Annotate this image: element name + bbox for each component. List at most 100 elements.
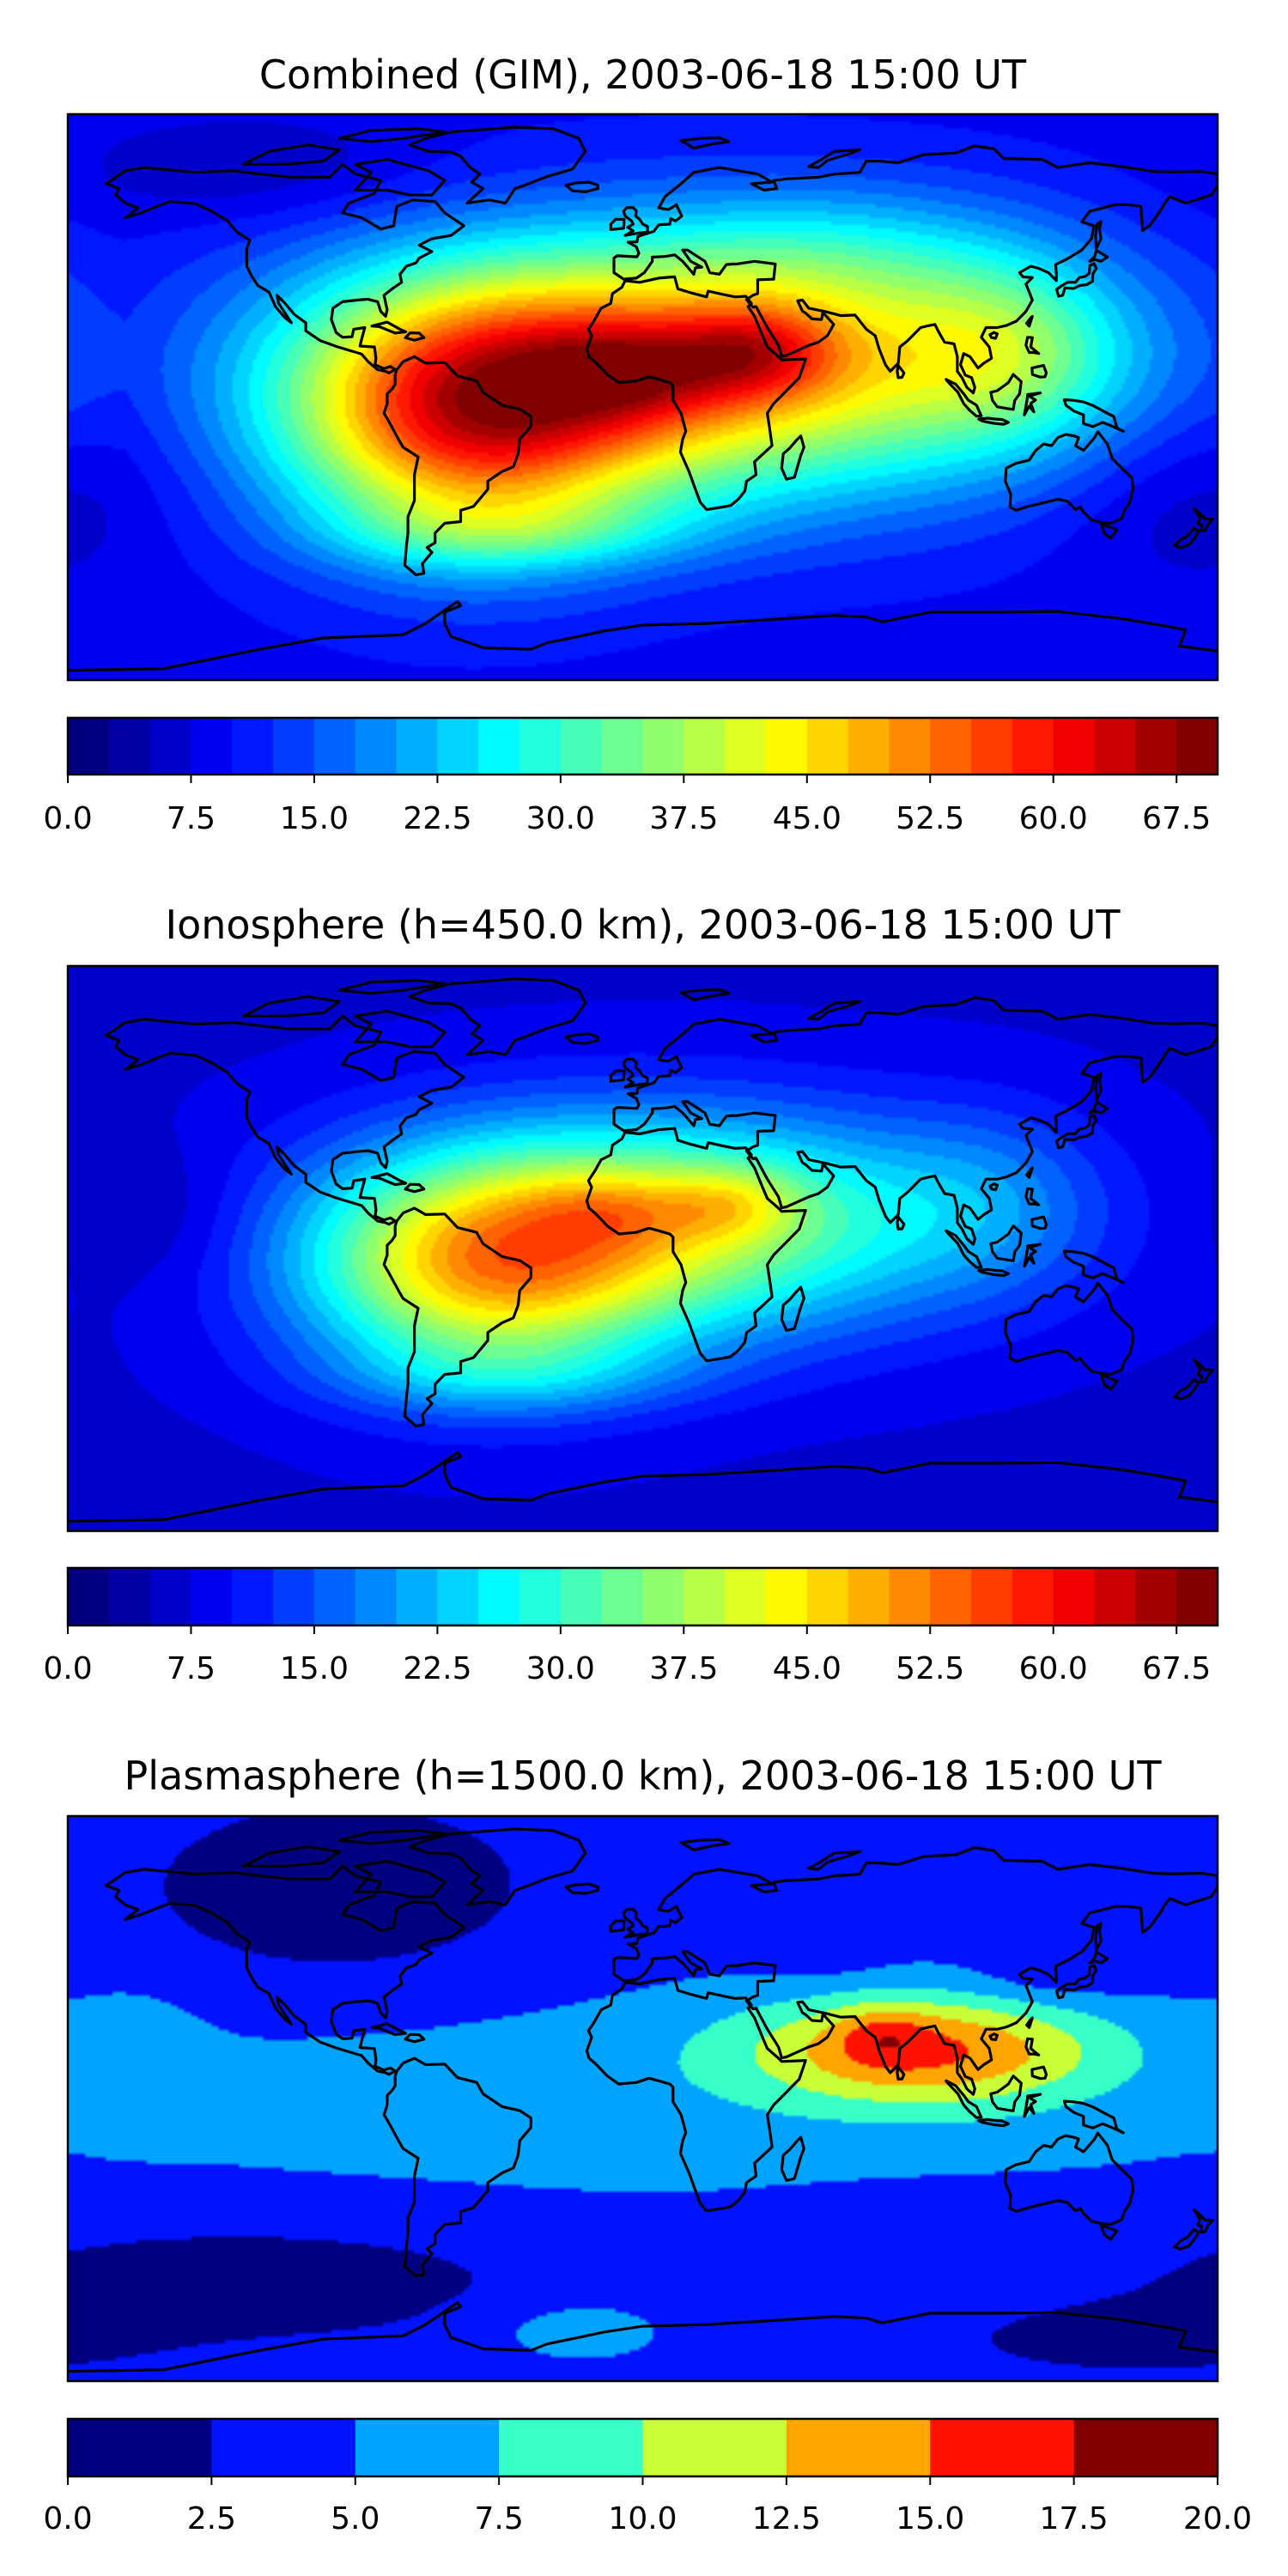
coastline [896, 2065, 906, 2081]
coastline [1099, 522, 1119, 540]
colorbar-segment [478, 1568, 520, 1625]
colorbar-tick-label: 7.5 [167, 801, 216, 836]
colorbar-segment [930, 2419, 1075, 2476]
map-frame [66, 964, 1219, 1533]
coastlines [68, 977, 1218, 1523]
coastline [1193, 2208, 1214, 2233]
coastline [612, 1846, 1218, 2096]
colorbar-segment [1053, 1568, 1096, 1625]
colorbar-segment [1012, 718, 1054, 775]
coastline [242, 143, 341, 166]
coastline [105, 162, 465, 374]
coastline [382, 1206, 532, 1428]
colorbar-segment [149, 718, 192, 775]
coastline [945, 2079, 983, 2119]
colorbar-tick-label: 45.0 [773, 801, 841, 836]
coastline [370, 320, 408, 335]
coastline [585, 275, 807, 512]
coastline [585, 1127, 807, 1363]
colorbar-tick-label: 67.5 [1142, 1651, 1211, 1686]
colorbar-segment [108, 718, 151, 775]
colorbar-segment [519, 718, 562, 775]
colorbar-segment [560, 718, 603, 775]
colorbar-tick-label: 10.0 [608, 2501, 677, 2537]
colorbar-segment [1053, 718, 1096, 775]
combined-heatmap [68, 114, 1218, 680]
combined-panel: Combined (GIM), 2003-06-18 15:00 UT 0.0 7.… [43, 52, 1219, 836]
colorbar-tick-label: 17.5 [1040, 2501, 1109, 2537]
coastline [382, 2057, 532, 2278]
coastline [679, 136, 731, 150]
colorbar-segment [68, 718, 110, 775]
coastline [1004, 2131, 1134, 2227]
coastline [68, 1451, 1218, 1523]
colorbar-segment [725, 718, 767, 775]
coastline [977, 416, 1010, 426]
colorbar-segment [560, 1568, 603, 1625]
ionosphere-panel: Ionosphere (h=450.0 km), 2003-06-18 15:0… [43, 902, 1219, 1686]
colorbar-segment [889, 718, 931, 775]
colorbar-segment [971, 718, 1013, 775]
coastline [945, 378, 983, 418]
coastline [622, 1058, 649, 1089]
coastline [105, 1864, 465, 2076]
coastline [1054, 262, 1098, 298]
colorbar-tick-label: 0.0 [43, 1651, 92, 1686]
coastline [337, 1829, 447, 1845]
coastline [408, 1827, 587, 1906]
colorbar-segment [437, 1568, 479, 1625]
coastline [1004, 430, 1134, 525]
colorbar-segment [313, 1568, 356, 1625]
colorbar-segment [725, 1568, 767, 1625]
coastline [945, 1229, 983, 1269]
colorbar-segment [355, 718, 398, 775]
colorbar-segment [149, 1568, 192, 1625]
coastline [977, 1267, 1010, 1278]
colorbar-segment [1135, 718, 1177, 775]
coastline [242, 995, 341, 1018]
coastline [408, 125, 587, 205]
colorbar-tick-label: 7.5 [474, 2501, 523, 2537]
colorbar-segment [1135, 1568, 1177, 1625]
coastline [780, 434, 805, 481]
chart-title: Ionosphere (h=450.0 km), 2003-06-18 15:0… [166, 902, 1121, 948]
colorbar-segment [642, 2419, 787, 2476]
colorbar-segment [232, 718, 274, 775]
coastline [1173, 526, 1200, 550]
coastline [1054, 1964, 1098, 2000]
coastline [622, 206, 649, 237]
coastline [679, 1838, 731, 1852]
colorbar-segment [437, 718, 479, 775]
colorbar-tick-label: 12.5 [752, 2501, 821, 2537]
plasmasphere-heatmap [68, 1816, 1218, 2381]
colorbar-segment [108, 1568, 151, 1625]
colorbar-tick-label: 30.0 [526, 1651, 595, 1686]
colorbar-segment [683, 1568, 726, 1625]
coastline [408, 977, 587, 1056]
chart-title: Plasmasphere (h=1500.0 km), 2003-06-18 1… [125, 1753, 1163, 1799]
colorbar-segment [683, 718, 726, 775]
coastline [1030, 2065, 1048, 2081]
colorbar-segment [1073, 2419, 1218, 2476]
colorbar-tick-label: 7.5 [167, 1651, 216, 1686]
colorbar-segment [396, 718, 438, 775]
coastline [807, 1850, 861, 1871]
coastline [1173, 1377, 1200, 1400]
coastline [68, 599, 1218, 672]
colorbar-segment [355, 1568, 398, 1625]
coastline [354, 158, 447, 197]
colorbar-frame [66, 716, 1219, 776]
coastline [1030, 1215, 1048, 1230]
colorbar-segment [499, 2419, 644, 2476]
coastlines [68, 1827, 1218, 2373]
coastline [1054, 1114, 1098, 1150]
coastline [1062, 2099, 1125, 2135]
coastlines [68, 125, 1218, 672]
coastline [1193, 507, 1214, 532]
coastline [1024, 1187, 1041, 1206]
colorbar-segment [930, 1568, 972, 1625]
colorbar-segment [1012, 1568, 1054, 1625]
colorbar-segment [889, 1568, 931, 1625]
coastline [564, 180, 599, 193]
